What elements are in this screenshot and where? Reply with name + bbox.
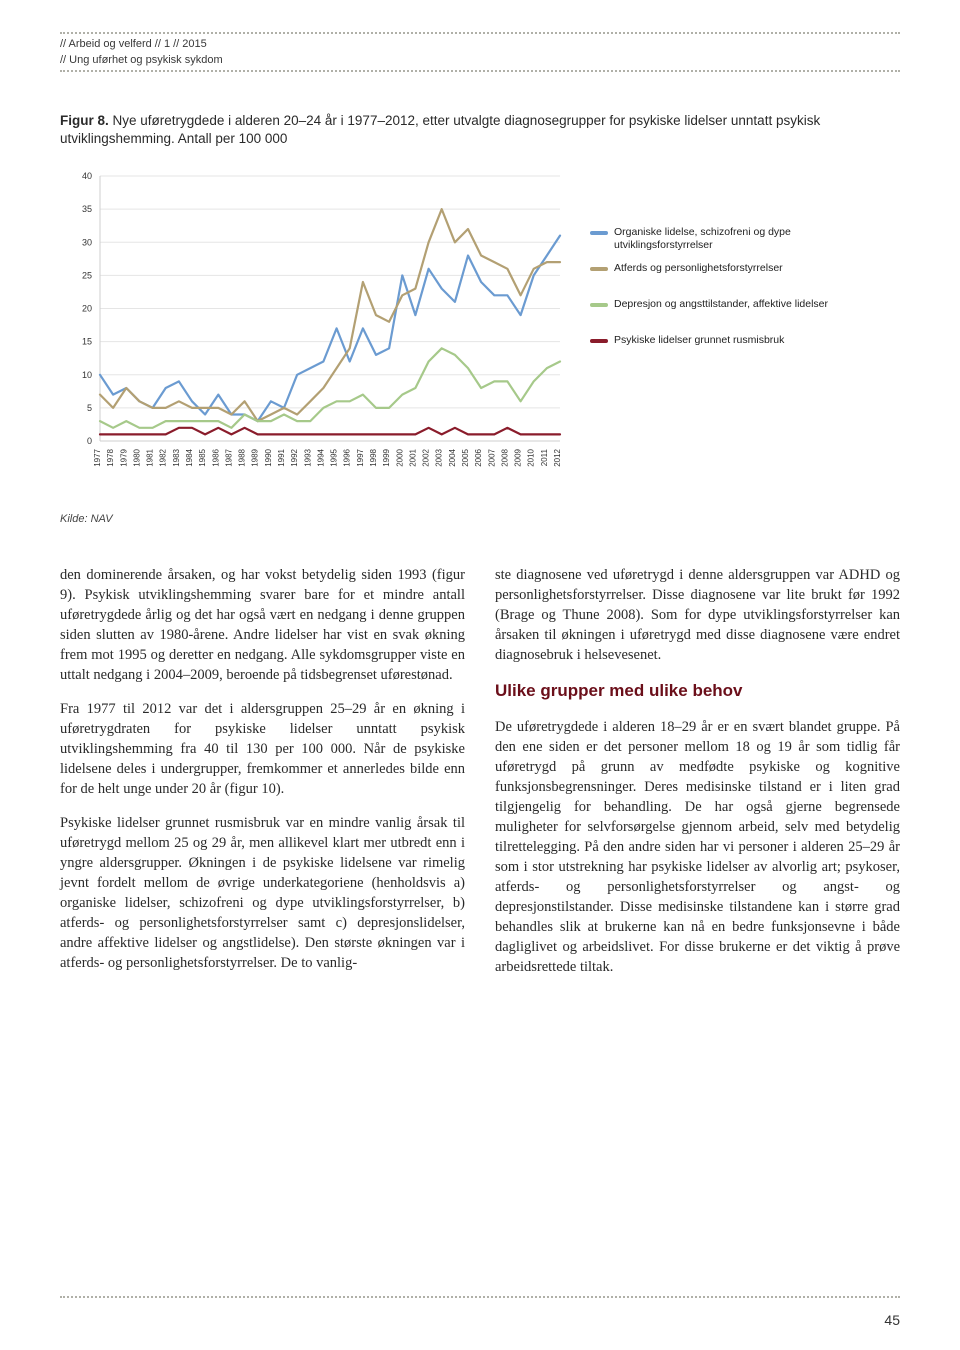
svg-text:2005: 2005 (461, 449, 470, 467)
legend-item-organiske: Organiske lidelse, schizofreni og dype u… (590, 226, 860, 252)
legend-item-rusmisbruk: Psykiske lidelser grunnet rusmisbruk (590, 334, 860, 347)
svg-text:25: 25 (82, 271, 92, 281)
legend-label: Depresjon og angsttilstander, affektive … (614, 298, 828, 311)
svg-text:1987: 1987 (224, 449, 233, 467)
svg-text:2004: 2004 (448, 449, 457, 467)
svg-text:20: 20 (82, 304, 92, 314)
svg-text:1996: 1996 (343, 449, 352, 467)
svg-text:1982: 1982 (159, 449, 168, 467)
svg-text:30: 30 (82, 238, 92, 248)
svg-text:35: 35 (82, 205, 92, 215)
svg-text:1993: 1993 (303, 449, 312, 467)
svg-text:1995: 1995 (330, 449, 339, 467)
legend-label: Atferds og personlighetsforstyrrelser (614, 262, 783, 275)
body-left-p2: Fra 1977 til 2012 var det i aldersgruppe… (60, 699, 465, 799)
figure-label: Figur 8. (60, 113, 109, 128)
svg-text:2007: 2007 (487, 449, 496, 467)
svg-text:2008: 2008 (500, 449, 509, 467)
header-line-2: // Ung uførhet og psykisk sykdom (60, 52, 900, 68)
svg-text:2011: 2011 (540, 449, 549, 467)
svg-text:2001: 2001 (408, 449, 417, 467)
svg-text:2003: 2003 (435, 449, 444, 467)
legend-swatch-icon (590, 231, 608, 235)
svg-text:1999: 1999 (382, 449, 391, 467)
column-left: den dominerende årsaken, og har vokst be… (60, 565, 465, 990)
svg-text:1985: 1985 (198, 449, 207, 467)
svg-text:1991: 1991 (277, 449, 286, 467)
legend-item-depresjon: Depresjon og angsttilstander, affektive … (590, 298, 860, 311)
svg-text:10: 10 (82, 370, 92, 380)
header-line-1: // Arbeid og velferd // 1 // 2015 (60, 36, 900, 52)
legend-swatch-icon (590, 303, 608, 307)
body-right-p1: ste diagnosene ved uføretrygd i denne al… (495, 565, 900, 665)
legend-label: Organiske lidelse, schizofreni og dype u… (614, 226, 860, 252)
figure-caption-text: Nye uføretrygdede i alderen 20–24 år i 1… (60, 113, 820, 146)
svg-text:1981: 1981 (146, 449, 155, 467)
svg-text:1988: 1988 (238, 449, 247, 467)
svg-text:15: 15 (82, 337, 92, 347)
legend-label: Psykiske lidelser grunnet rusmisbruk (614, 334, 784, 347)
figure-8-chart: 0 5 10 15 20 25 30 35 40 1977 1978 1979 1980 1981 1982… (60, 166, 900, 501)
svg-text:1980: 1980 (132, 449, 141, 467)
figure-source: Kilde: NAV (60, 513, 900, 525)
svg-text:1992: 1992 (290, 449, 299, 467)
body-left-p3: Psykiske lidelser grunnet rusmisbruk var… (60, 813, 465, 973)
svg-text:0: 0 (87, 436, 92, 446)
svg-text:2012: 2012 (553, 449, 562, 467)
figure-caption: Figur 8. Nye uføretrygdede i alderen 20–… (60, 112, 900, 148)
svg-text:2000: 2000 (395, 449, 404, 467)
svg-text:1984: 1984 (185, 449, 194, 467)
section-heading: Ulike grupper med ulike behov (495, 679, 900, 702)
svg-text:1994: 1994 (316, 449, 325, 467)
svg-text:1997: 1997 (356, 449, 365, 467)
svg-text:1990: 1990 (264, 449, 273, 467)
body-right-p2: De uføretrygdede i alderen 18–29 år er e… (495, 717, 900, 977)
legend-swatch-icon (590, 267, 608, 271)
svg-text:1983: 1983 (172, 449, 181, 467)
svg-text:2010: 2010 (527, 449, 536, 467)
svg-text:1998: 1998 (369, 449, 378, 467)
column-right: ste diagnosene ved uføretrygd i denne al… (495, 565, 900, 990)
svg-text:2009: 2009 (514, 449, 523, 467)
page-number: 45 (884, 1312, 900, 1328)
svg-text:1986: 1986 (211, 449, 220, 467)
svg-text:1977: 1977 (93, 449, 102, 467)
svg-text:1978: 1978 (106, 449, 115, 467)
svg-text:5: 5 (87, 403, 92, 413)
svg-text:1989: 1989 (251, 449, 260, 467)
legend-item-atferds: Atferds og personlighetsforstyrrelser (590, 262, 860, 275)
svg-text:2006: 2006 (474, 449, 483, 467)
svg-text:2002: 2002 (422, 449, 431, 467)
svg-text:40: 40 (82, 171, 92, 181)
legend-swatch-icon (590, 339, 608, 343)
svg-text:1979: 1979 (119, 449, 128, 467)
body-left-p1: den dominerende årsaken, og har vokst be… (60, 565, 465, 685)
